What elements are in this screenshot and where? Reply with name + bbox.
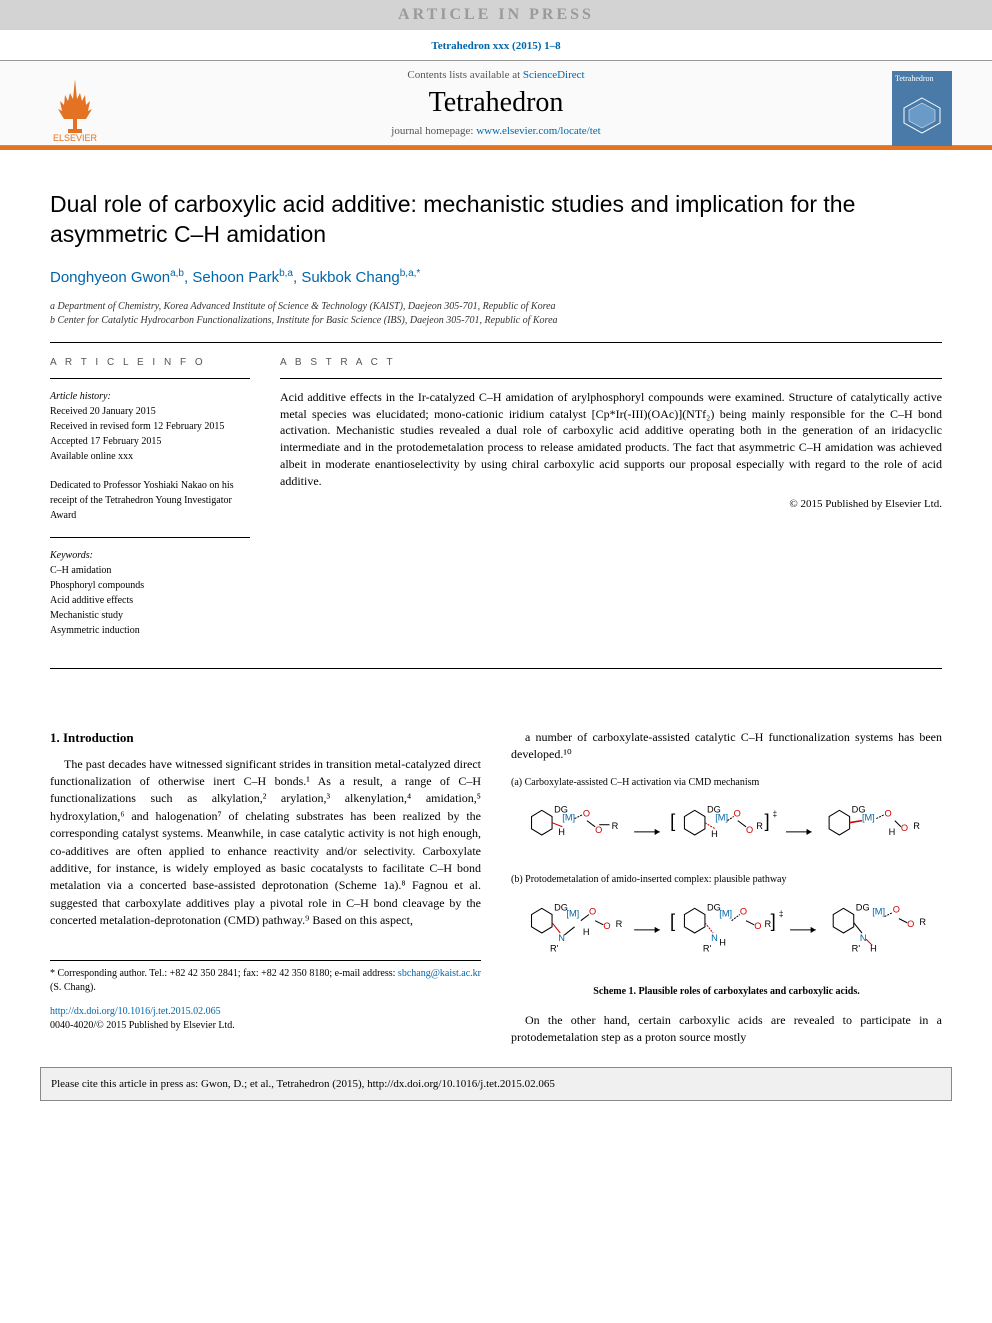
abstract-text: Acid additive effects in the Ir-catalyze… [280, 389, 942, 490]
contents-line: Contents lists available at ScienceDirec… [40, 69, 952, 81]
svg-text:H: H [711, 829, 718, 839]
svg-text:R': R' [703, 943, 712, 953]
doi-link[interactable]: http://dx.doi.org/10.1016/j.tet.2015.02.… [50, 1006, 221, 1017]
scheme-label-b: (b) Protodemetalation of amido-inserted … [511, 873, 942, 888]
svg-text:R: R [919, 917, 926, 927]
article-title: Dual role of carboxylic acid additive: m… [50, 190, 942, 250]
svg-text:H: H [583, 927, 590, 937]
journal-cover-icon: Tetrahedron [892, 71, 952, 146]
svg-text:O: O [746, 825, 753, 835]
svg-text:N: N [860, 933, 867, 943]
scheme-1: (a) Carboxylate-assisted C–H activation … [511, 776, 942, 1000]
svg-text:[M]: [M] [562, 813, 575, 823]
footnotes: * Corresponding author. Tel.: +82 42 350… [50, 960, 481, 995]
left-column: 1. Introduction The past decades have wi… [50, 729, 481, 1047]
svg-text:‡: ‡ [779, 909, 784, 918]
svg-text:R: R [612, 821, 619, 831]
svg-text:DG: DG [856, 902, 870, 912]
svg-text:[M]: [M] [715, 813, 728, 823]
svg-text:[M]: [M] [872, 906, 885, 916]
doi-block: http://dx.doi.org/10.1016/j.tet.2015.02.… [50, 1005, 481, 1033]
abstract-heading: A B S T R A C T [280, 357, 942, 368]
paragraph: On the other hand, certain carboxylic ac… [511, 1012, 942, 1047]
svg-text:]: ] [771, 910, 776, 931]
svg-text:O: O [893, 904, 900, 914]
affiliations: a Department of Chemistry, Korea Advance… [50, 300, 942, 328]
affiliation: b Center for Catalytic Hydrocarbon Funct… [50, 314, 942, 328]
scheme-a-svg: DG [M] O H O R [ [511, 796, 942, 868]
svg-text:[: [ [670, 810, 675, 831]
svg-text:O: O [734, 809, 741, 819]
author: Donghyeon Gwona,b [50, 269, 184, 286]
author-list: Donghyeon Gwona,b, Sehoon Parkb,a, Sukbo… [50, 268, 942, 286]
svg-text:O: O [603, 921, 610, 931]
dedication: Dedicated to Professor Yoshiaki Nakao on… [50, 478, 250, 523]
svg-text:O: O [583, 809, 590, 819]
homepage-line: journal homepage: www.elsevier.com/locat… [40, 125, 952, 137]
bottom-citation-box: Please cite this article in press as: Gw… [40, 1067, 952, 1101]
svg-text:[M]: [M] [862, 813, 875, 823]
section-heading: 1. Introduction [50, 729, 481, 748]
journal-title: Tetrahedron [40, 87, 952, 119]
svg-text:R': R' [550, 943, 559, 953]
svg-text:ELSEVIER: ELSEVIER [53, 133, 98, 141]
svg-text:H: H [558, 827, 565, 837]
svg-text:H: H [719, 937, 726, 947]
svg-text:O: O [885, 809, 892, 819]
divider [50, 342, 942, 343]
svg-text:N: N [558, 933, 565, 943]
svg-text:O: O [589, 906, 596, 916]
svg-text:R: R [756, 821, 763, 831]
svg-text:[: [ [670, 910, 675, 931]
svg-text:[M]: [M] [566, 908, 579, 918]
svg-text:R': R' [852, 943, 861, 953]
svg-text:O: O [740, 906, 747, 916]
orange-divider [0, 146, 992, 150]
svg-text:R: R [913, 821, 920, 831]
top-citation: Tetrahedron xxx (2015) 1–8 [0, 30, 992, 60]
affiliation: a Department of Chemistry, Korea Advance… [50, 300, 942, 314]
abstract-copyright: © 2015 Published by Elsevier Ltd. [280, 498, 942, 510]
elsevier-logo: ELSEVIER [40, 71, 110, 141]
body-columns: 1. Introduction The past decades have wi… [50, 729, 942, 1047]
keywords: Keywords: C–H amidation Phosphoryl compo… [50, 548, 250, 638]
author: Sehoon Parkb,a [192, 269, 293, 286]
svg-text:O: O [595, 825, 602, 835]
right-column: a number of carboxylate-assisted catalyt… [511, 729, 942, 1047]
scheme-b-svg: DG [M] N R' O H O R [511, 894, 942, 976]
svg-text:H: H [870, 943, 877, 953]
paragraph: a number of carboxylate-assisted catalyt… [511, 729, 942, 764]
svg-text:O: O [754, 921, 761, 931]
journal-header: ELSEVIER Tetrahedron Contents lists avai… [0, 60, 992, 146]
scheme-label-a: (a) Carboxylate-assisted C–H activation … [511, 776, 942, 791]
article-info-heading: A R T I C L E I N F O [50, 357, 250, 368]
article-history: Article history: Received 20 January 201… [50, 389, 250, 464]
paragraph: The past decades have witnessed signific… [50, 756, 481, 930]
svg-text:H: H [889, 827, 896, 837]
svg-text:O: O [901, 823, 908, 833]
svg-text:O: O [907, 919, 914, 929]
article-info-column: A R T I C L E I N F O Article history: R… [50, 357, 250, 652]
svg-text:R: R [616, 919, 623, 929]
section-divider [50, 668, 942, 669]
author: Sukbok Changb,a,* [301, 269, 420, 286]
svg-text:]: ] [764, 810, 769, 831]
homepage-link[interactable]: www.elsevier.com/locate/tet [476, 125, 601, 137]
svg-text:[M]: [M] [719, 908, 732, 918]
sciencedirect-link[interactable]: ScienceDirect [523, 69, 585, 81]
in-press-banner: ARTICLE IN PRESS [0, 0, 992, 30]
email-link[interactable]: sbchang@kaist.ac.kr [398, 968, 481, 979]
svg-text:‡: ‡ [773, 810, 778, 819]
scheme-caption: Scheme 1. Plausible roles of carboxylate… [511, 985, 942, 1000]
svg-text:N: N [711, 933, 718, 943]
abstract-column: A B S T R A C T Acid additive effects in… [280, 357, 942, 652]
